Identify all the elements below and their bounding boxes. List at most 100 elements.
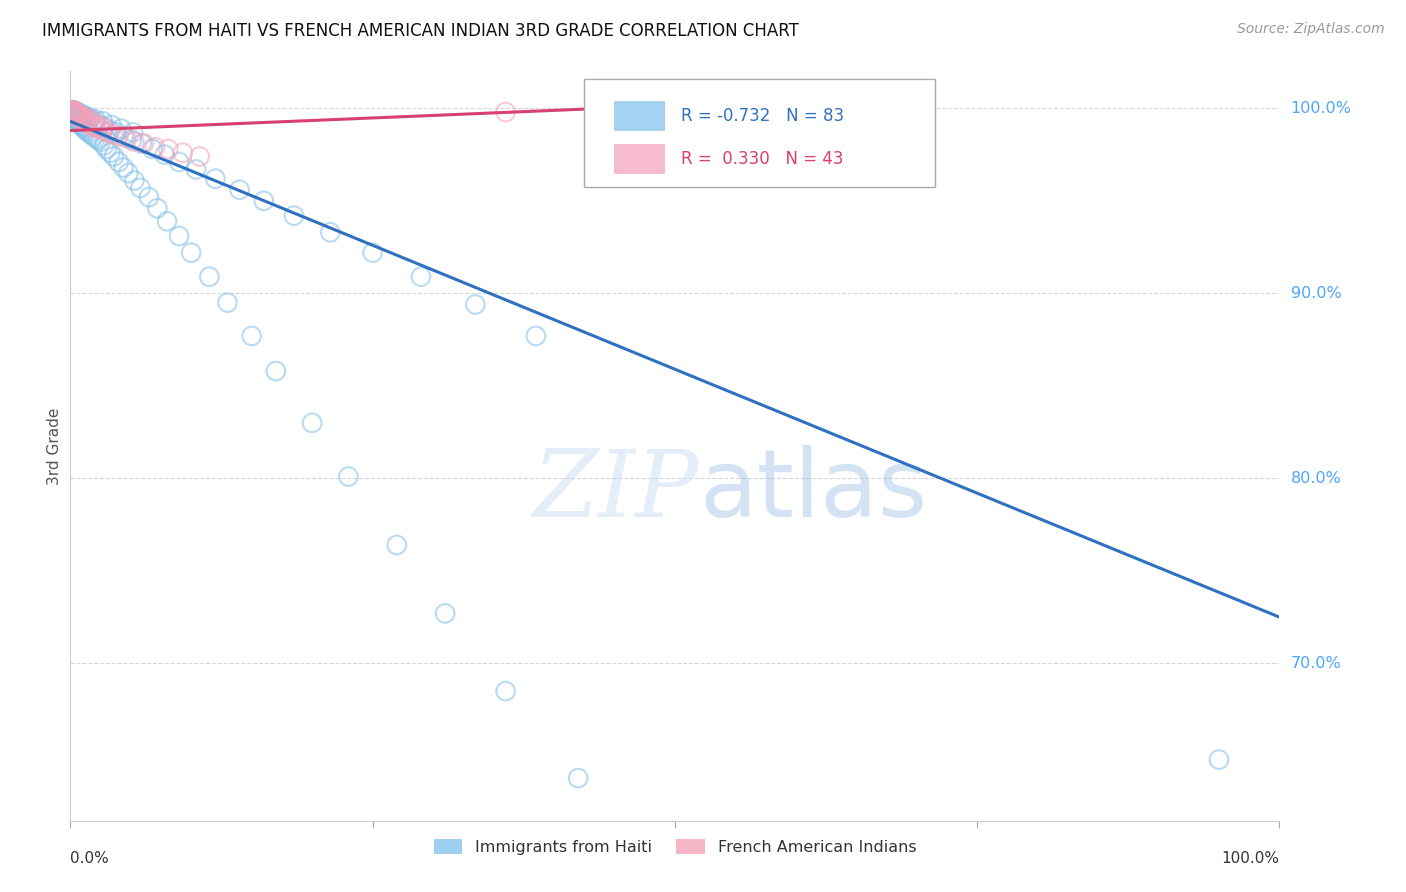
Point (60, 105, 83, 120)
Text: 100.0%: 100.0% (1222, 851, 1279, 866)
Text: IMMIGRANTS FROM HAITI VS FRENCH AMERICAN INDIAN 3RD GRADE CORRELATION CHART: IMMIGRANTS FROM HAITI VS FRENCH AMERICAN… (42, 22, 799, 40)
Point (79, 112, 101, 127)
Point (124, 135, 146, 149)
FancyBboxPatch shape (585, 78, 935, 187)
Point (67, 107, 90, 121)
Point (93, 138, 115, 153)
Point (385, 538, 408, 552)
Point (69, 111, 91, 125)
Point (62, 103, 84, 118)
Point (204, 171, 226, 186)
Text: atlas: atlas (699, 445, 928, 537)
Text: 70.0%: 70.0% (1291, 656, 1341, 671)
Point (240, 329, 263, 343)
Point (361, 245, 384, 260)
Point (62, 107, 84, 121)
Point (124, 173, 146, 187)
Point (75, 123, 97, 137)
Point (198, 269, 221, 284)
Point (253, 194, 276, 208)
Point (73, 114, 96, 128)
Point (79, 111, 101, 125)
Point (188, 149, 211, 163)
Point (63, 105, 86, 120)
Point (63, 103, 86, 118)
Point (337, 469, 360, 483)
Text: 0.0%: 0.0% (70, 851, 110, 866)
Point (67, 109, 90, 123)
Text: R =  0.330   N = 43: R = 0.330 N = 43 (681, 151, 844, 169)
Point (80, 118, 103, 132)
Point (98, 123, 121, 137)
Point (63, 105, 86, 120)
Point (117, 166, 139, 180)
Point (89, 121, 111, 136)
Point (153, 147, 176, 161)
Point (73, 121, 96, 136)
Point (96, 142, 118, 156)
Point (110, 121, 132, 136)
Point (90, 135, 111, 149)
Point (77, 125, 100, 139)
Point (84, 120, 107, 134)
Point (567, 771, 589, 785)
Point (87, 133, 110, 147)
Point (63, 111, 86, 125)
Point (82, 120, 104, 134)
Point (84, 112, 107, 127)
Point (84, 116, 107, 130)
Point (82, 129, 104, 144)
Point (63, 105, 86, 120)
Point (184, 162, 207, 177)
Point (1208, 753, 1230, 767)
Point (70, 109, 93, 123)
Point (105, 125, 128, 139)
Point (67, 114, 90, 128)
Point (91, 114, 114, 128)
Point (69, 116, 91, 130)
Point (132, 136, 155, 151)
Point (131, 136, 153, 151)
Point (89, 118, 111, 132)
Point (157, 142, 180, 156)
Point (66, 105, 89, 120)
Point (409, 269, 432, 284)
Point (75, 111, 97, 125)
Point (103, 149, 125, 163)
Text: Source: ZipAtlas.com: Source: ZipAtlas.com (1237, 22, 1385, 37)
Point (93, 120, 115, 134)
Point (143, 140, 166, 154)
Point (62, 105, 84, 120)
Point (75, 114, 97, 128)
Point (283, 209, 305, 223)
Point (101, 128, 124, 142)
Y-axis label: 3rd Grade: 3rd Grade (46, 408, 62, 484)
Point (83, 114, 105, 128)
Point (97, 125, 120, 139)
Point (65, 112, 87, 127)
Point (70, 118, 93, 132)
Point (65, 107, 87, 121)
Point (66, 114, 89, 128)
Point (464, 297, 486, 311)
Point (156, 214, 179, 228)
Point (70, 107, 93, 121)
Point (180, 245, 202, 260)
Point (112, 161, 135, 175)
Point (146, 201, 169, 215)
Point (73, 109, 96, 123)
Point (121, 133, 143, 147)
Point (640, 107, 662, 121)
Point (524, 329, 547, 343)
Text: 100.0%: 100.0% (1291, 101, 1351, 116)
Point (107, 155, 129, 169)
Point (66, 107, 89, 121)
Legend: Immigrants from Haiti, French American Indians: Immigrants from Haiti, French American I… (427, 833, 922, 862)
Point (640, 855, 662, 869)
Point (172, 145, 194, 160)
Point (63, 105, 86, 120)
Point (264, 364, 287, 378)
Point (65, 107, 87, 121)
Point (63, 107, 86, 121)
Point (84, 131, 107, 145)
